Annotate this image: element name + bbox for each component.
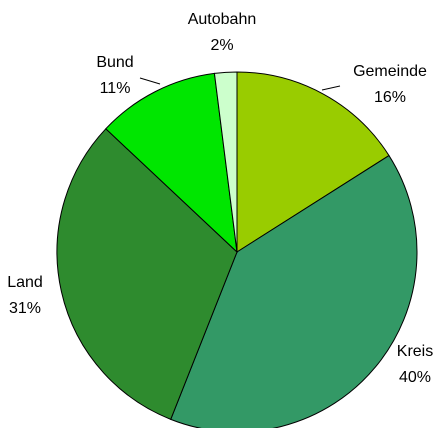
slice-label: Gemeinde	[353, 63, 427, 80]
slice-value-label: 40%	[399, 369, 431, 386]
pie-slice	[105, 72, 238, 254]
slice-label: Kreis	[397, 343, 433, 360]
slice-value-label: 16%	[374, 89, 406, 106]
leader-line	[321, 85, 341, 91]
slice-value-label: 2%	[210, 37, 233, 54]
slice-label: Autobahn	[188, 11, 257, 28]
pie-slice	[236, 71, 390, 253]
pie-slice	[213, 71, 238, 253]
slice-value-label: 31%	[9, 300, 41, 317]
slice-value-label: 11%	[100, 80, 131, 97]
slice-label: Land	[7, 274, 43, 291]
leader-lines	[139, 77, 341, 91]
pie-slice	[56, 128, 238, 421]
slice-label: Bund	[96, 54, 133, 71]
pie-slice	[170, 154, 418, 428]
leader-line	[139, 77, 161, 85]
